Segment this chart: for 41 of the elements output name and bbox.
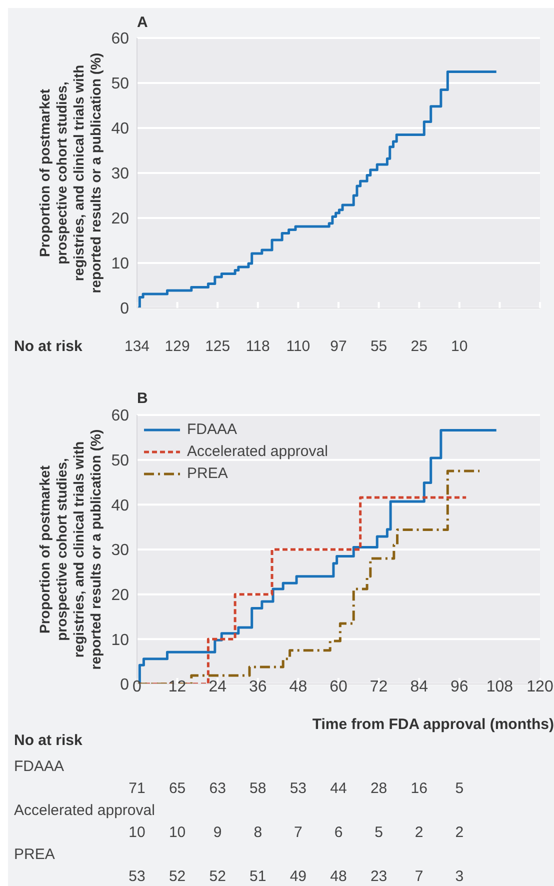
- y-tick-label: 60: [111, 408, 130, 425]
- x-tick-label: 60: [330, 678, 348, 696]
- x-tick-label: 108: [486, 678, 514, 696]
- text: 134 129 125 118 110 97 55 25 10: [124, 338, 468, 355]
- x-tick-label: 24: [208, 678, 227, 696]
- y-tick-label: 30: [111, 542, 130, 560]
- legend-label: Accelerated approval: [187, 442, 328, 462]
- x-tick-label: 48: [289, 678, 308, 696]
- y-tick-label: 20: [111, 587, 130, 604]
- text: 53 52 52 51 49 48 23 7 3: [128, 868, 464, 885]
- y-tick-label: 40: [111, 497, 130, 514]
- text: 10 10 9 8 7 6 5 2 2: [128, 824, 464, 841]
- x-tick-label: 120: [526, 678, 554, 696]
- text: No at risk: [14, 732, 82, 749]
- x-tick-label: 84: [410, 678, 428, 696]
- legend-label: PREA: [187, 464, 228, 484]
- chart-title: B: [137, 390, 148, 407]
- text: Accelerated approval: [14, 802, 155, 819]
- x-axis-title: Time from FDA approval (months): [312, 716, 554, 733]
- y-tick-label: 0: [120, 300, 130, 318]
- y-tick-label: 50: [111, 452, 130, 470]
- y-tick-label: 40: [111, 120, 130, 138]
- text: No at risk: [14, 338, 82, 355]
- chart-title: A: [137, 14, 148, 31]
- y-axis-title: Proportion of postmarket prospective cohort studies, registries, and clinical trials with reported results or a publication (%): [36, 429, 104, 670]
- text: PREA: [14, 846, 55, 863]
- y-tick-label: 60: [111, 30, 130, 48]
- y-tick-label: 50: [111, 76, 130, 93]
- y-tick-label: 10: [111, 256, 130, 273]
- text: 71 65 63 58 53 44 28 16 5: [128, 780, 464, 797]
- x-tick-label: 0: [132, 678, 142, 696]
- y-axis-title: Proportion of postmarket prospective cohort studies, registries, and clinical trials with reported results or a publication (%): [36, 52, 104, 294]
- y-tick-label: 30: [111, 166, 130, 183]
- y-tick-label: 10: [111, 632, 130, 649]
- legend-label: FDAAA: [187, 420, 238, 440]
- text: FDAAA: [14, 758, 64, 775]
- x-tick-label: 96: [450, 678, 468, 696]
- x-tick-label: 12: [168, 678, 186, 696]
- x-tick-label: 72: [370, 678, 388, 696]
- y-tick-label: 20: [111, 210, 130, 228]
- x-tick-label: 36: [249, 678, 267, 696]
